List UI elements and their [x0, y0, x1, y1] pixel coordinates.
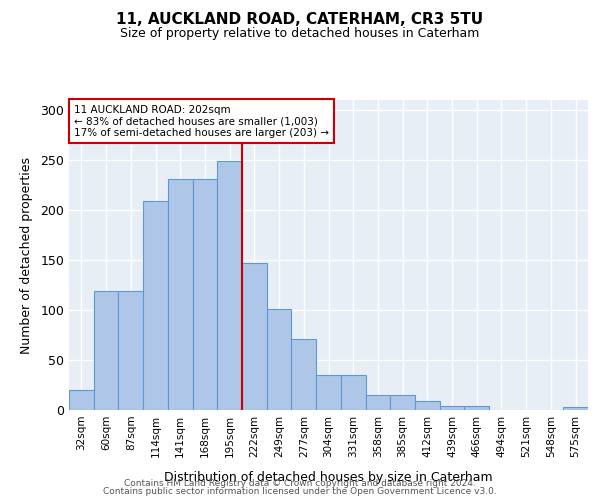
Bar [440, 406, 464, 410]
Bar [365, 395, 390, 410]
Y-axis label: Number of detached properties: Number of detached properties [20, 156, 34, 354]
Bar [242, 263, 267, 410]
Bar [143, 201, 168, 410]
Bar [118, 291, 143, 410]
Text: 11 AUCKLAND ROAD: 202sqm
← 83% of detached houses are smaller (1,003)
17% of sem: 11 AUCKLAND ROAD: 202sqm ← 83% of detach… [74, 104, 329, 138]
Bar [341, 375, 365, 410]
Text: Contains public sector information licensed under the Open Government Licence v3: Contains public sector information licen… [103, 487, 497, 496]
Bar [464, 406, 489, 410]
Bar [69, 390, 94, 410]
Bar [390, 395, 415, 410]
Bar [415, 401, 440, 410]
Bar [193, 179, 217, 410]
Bar [217, 161, 242, 410]
Bar [563, 407, 588, 410]
X-axis label: Distribution of detached houses by size in Caterham: Distribution of detached houses by size … [164, 471, 493, 484]
Bar [168, 179, 193, 410]
Text: Size of property relative to detached houses in Caterham: Size of property relative to detached ho… [121, 28, 479, 40]
Text: 11, AUCKLAND ROAD, CATERHAM, CR3 5TU: 11, AUCKLAND ROAD, CATERHAM, CR3 5TU [116, 12, 484, 28]
Bar [292, 339, 316, 410]
Text: Contains HM Land Registry data © Crown copyright and database right 2024.: Contains HM Land Registry data © Crown c… [124, 478, 476, 488]
Bar [316, 375, 341, 410]
Bar [94, 291, 118, 410]
Bar [267, 309, 292, 410]
